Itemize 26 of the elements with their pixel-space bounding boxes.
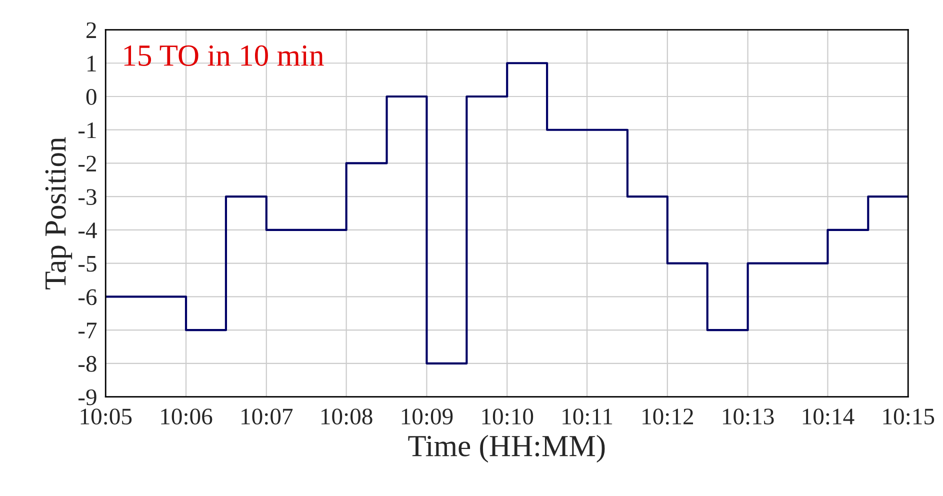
y-tick-label: -3 [78,189,96,206]
x-tick-label: 10:10 [482,408,534,425]
y-tick-label: -1 [78,122,96,138]
y-tick-label: -5 [78,256,96,272]
x-tick-label: 10:15 [883,408,934,425]
x-tick-label: 10:11 [562,408,612,425]
y-tick-label: 0 [86,88,96,105]
y-tick-label: -7 [78,322,97,338]
x-tick-label: 10:14 [802,408,854,425]
y-tick-label: -8 [78,356,96,372]
y-tick-label: -6 [78,289,97,306]
y-tick-label: 1 [88,56,96,72]
y-tick-label: -2 [78,156,96,172]
x-tick-label: 10:07 [242,408,293,425]
y-tick-label: 2 [86,22,96,38]
y-tick-label: -9 [78,389,96,406]
x-tick-label: 10:12 [642,408,693,425]
x-tick-label: 10:05 [80,408,132,425]
y-axis-title: Tap Position [45,137,72,290]
x-tick-label: 10:09 [402,408,453,425]
x-axis-title: Time (HH:MM) [408,434,605,463]
x-tick-label: 10:08 [322,408,372,425]
annotation: 15 TO in 10 min [124,45,324,66]
x-tick-label: 10:13 [722,408,774,425]
y-tick-label: -4 [78,222,97,238]
x-tick-label: 10:06 [161,408,212,425]
